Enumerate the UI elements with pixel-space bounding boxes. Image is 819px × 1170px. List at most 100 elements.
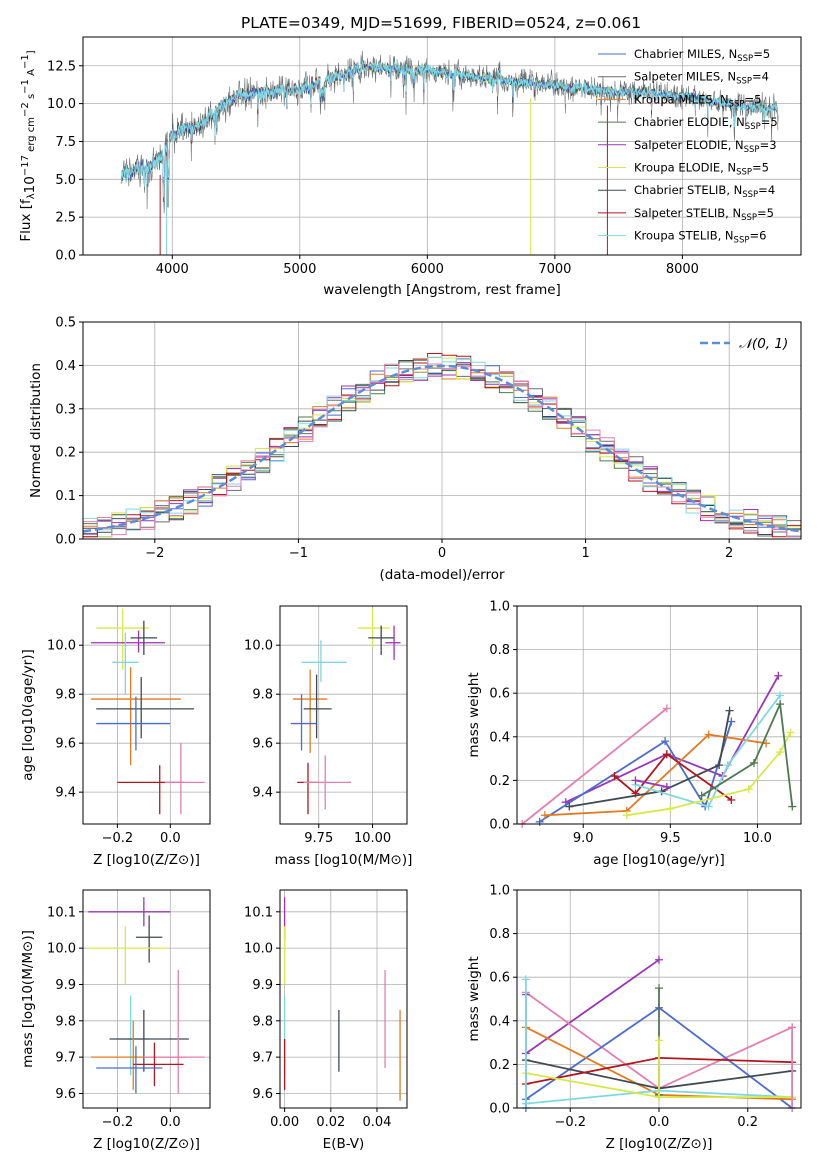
label-part: λ [26,193,37,199]
weight-series [521,955,797,1112]
y-tick-label: 10.1 [244,905,273,920]
errorbar-point [143,969,205,1094]
weight-marker [727,796,736,805]
y-axis-label: mass weight [466,956,482,1041]
errorbar-point [90,630,166,653]
x-tick-label: 9.0 [573,831,594,846]
y-tick-label: 0.2 [489,1058,510,1073]
y-tick-label: 0.0 [489,818,510,833]
age-vs-z-axes [83,606,210,824]
x-axis-label: Z [log10(Z/Z⊙)] [606,1136,713,1152]
weight-marker [776,691,785,700]
errorbar-point [88,897,171,927]
x-axis-label: (data-model)/error [379,567,505,583]
legend-entry: Salpeter STELIB, NSSP=5 [634,206,774,223]
legend-nssp: 3 [769,138,776,152]
errorbar-point [133,1042,184,1087]
histogram-series [83,362,801,538]
errorbar-point [96,696,171,751]
weight-marker [697,791,706,800]
legend-sub: SSP [744,145,760,155]
x-tick-label: 0.2 [737,1115,758,1130]
y-tick-label: 10.0 [47,639,76,654]
weight-marker [723,761,732,770]
y-tick-label: 0.8 [489,927,510,942]
weight-marker [662,704,671,713]
legend-eq: = [760,138,770,152]
legend-entry: Kroupa ELODIE, NSSP=5 [634,161,769,178]
weight-marker [565,802,574,811]
label-part: s [26,94,37,102]
y-tick-label: 0.2 [55,446,76,461]
x-tick-label: 8000 [666,262,699,277]
errorbar-point [96,1046,163,1094]
errorbar-point [290,694,317,751]
weight-marker [704,730,713,739]
legend-nssp: 6 [759,229,766,243]
weight-marker [610,772,619,781]
legend-eq: = [757,206,767,220]
x-axis-label: Z [log10(Z/Z⊙)] [93,1136,200,1152]
axes-frame [279,889,408,1109]
x-tick-label: 4000 [156,262,189,277]
spectrum-lines [120,50,779,255]
weight-marker [655,955,663,964]
label-part: −2 [20,102,31,117]
label-part: −1 [20,54,31,69]
y-tick-label: 0.4 [489,1014,510,1029]
weight-line [544,733,767,817]
y-tick-label: 0.5 [55,316,76,331]
errorbar-points [88,897,205,1094]
legend-nssp: 5 [754,92,761,106]
legend-entry: Salpeter MILES, NSSP=4 [634,70,769,87]
x-tick-label: −0.2 [102,831,134,846]
errorbar-point [117,765,184,815]
weight-marker [786,728,795,737]
legend-nssp: 5 [763,47,770,61]
x-tick-label: 0.0 [160,831,181,846]
errorbar-point [96,677,195,739]
x-tick-label: 7000 [538,262,571,277]
weight-marker [727,717,736,726]
legend-entry: Salpeter ELODIE, NSSP=3 [634,138,777,155]
legend-eq: = [753,47,763,61]
legend-sub: SSP [742,190,758,200]
weight-marker [788,802,797,811]
y-tick-label: 9.4 [252,786,273,801]
y-tick-label: 9.6 [55,737,76,752]
errorbar-point [109,1009,189,1072]
y-tick-label: 9.4 [55,786,76,801]
legend-nssp: 5 [762,161,769,175]
errorbar-points [283,897,401,1101]
legend-entry: 𝒩(0, 1) [739,336,788,352]
legend-name: Kroupa STELIB [634,229,718,243]
label-part: −1 [20,79,31,94]
x-tick-label: 0 [438,546,446,561]
weight-marker [521,975,530,984]
legend-entry: Kroupa MILES, NSSP=5 [634,92,761,109]
y-tick-label: 7.5 [55,135,76,150]
massweight-vs-age-frame: 9.0 9.5 10.0 0.0 0.2 0.4 0.6 0.8 1.0 [489,600,802,846]
weight-line [521,707,668,825]
legend-entry: Chabrier ELODIE, NSSP=5 [634,115,778,132]
errorbar-point [357,608,390,648]
x-tick-label: 0.00 [270,1115,299,1130]
y-tick-label: 10.0 [47,942,76,957]
legend-entry: Kroupa STELIB, NSSP=6 [634,229,766,246]
y-tick-label: 10.0 [47,97,76,112]
legend-sep: , N [720,161,736,175]
legend-nssp: 5 [770,115,777,129]
errorbar-point [297,762,319,815]
legend-eq: = [752,70,762,84]
label-part: Flux [f [18,198,34,242]
legend-sub: SSP [745,122,761,132]
weight-marker [774,671,783,680]
y-tick-label: 9.7 [252,1051,273,1066]
massweight-vs-z-frame: −0.2 0.0 0.2 0.0 0.2 0.4 0.6 0.8 1.0 [489,884,802,1130]
y-tick-label: 0.2 [489,774,510,789]
y-tick-label: 0.0 [55,249,76,264]
x-tick-label: 5000 [283,262,316,277]
legend-eq: = [758,183,768,197]
